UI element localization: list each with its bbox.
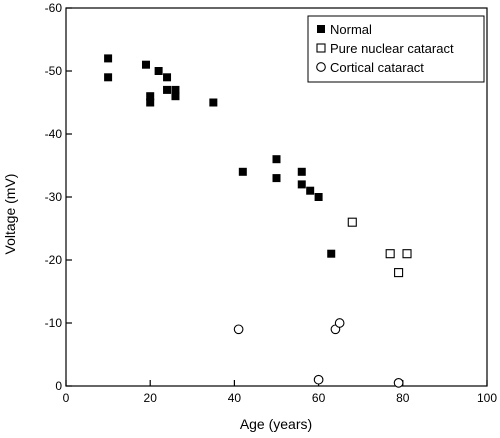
normal-point <box>146 92 155 101</box>
pure-nuclear-cataract-point <box>402 249 412 259</box>
normal-point <box>141 60 150 69</box>
x-tick-label: 100 <box>477 391 497 405</box>
normal-point <box>171 92 180 101</box>
cortical-cataract-point <box>233 324 244 335</box>
normal-point <box>154 67 163 75</box>
y-tick-label: -10 <box>45 316 63 330</box>
pure-nuclear-cataract-point <box>385 249 395 259</box>
legend-item-normal: Normal <box>317 22 372 37</box>
x-tick-label: 20 <box>144 391 158 405</box>
normal-point <box>146 98 155 107</box>
y-axis-ticks: 0 -10 -20 -30 -40 -50 -60 <box>45 1 72 393</box>
legend-marker <box>316 62 326 72</box>
cortical-cataract-point <box>313 374 324 385</box>
x-axis-title: Age (years) <box>240 416 312 432</box>
legend-marker <box>316 43 326 53</box>
normal-point <box>104 73 113 82</box>
plot-area: 0 -10 -20 -30 -40 -50 -60 0 20 40 60 80 100 <box>45 1 498 405</box>
x-tick-label: 40 <box>228 391 242 405</box>
x-tick-label: 80 <box>396 391 410 405</box>
cortical-cataract-point <box>334 318 345 328</box>
y-tick-label: -50 <box>45 64 63 78</box>
y-tick-label: -20 <box>45 253 63 267</box>
pure-nuclear-cataract-point <box>347 217 357 227</box>
normal-point <box>163 85 172 94</box>
normal-point <box>238 167 247 176</box>
pure-nuclear-cataract-point <box>394 268 404 278</box>
cortical-cataract-point <box>393 378 404 388</box>
normal-point <box>272 174 281 183</box>
x-tick-label: 0 <box>63 391 70 405</box>
normal-point <box>314 193 323 201</box>
normal-point <box>297 180 306 189</box>
y-tick-label: -60 <box>45 1 63 15</box>
legend-marker <box>317 25 325 33</box>
legend: Normal Pure nuclear cataract Cortical cata… <box>307 15 485 83</box>
legend-item-cortical-cataract: Cortical cataract <box>316 60 424 75</box>
y-tick-label: 0 <box>55 379 62 393</box>
x-tick-label: 60 <box>312 391 326 405</box>
y-tick-label: -40 <box>45 127 63 141</box>
normal-point <box>272 155 281 164</box>
normal-point <box>209 98 218 107</box>
x-axis-ticks: 0 20 40 60 80 100 <box>63 380 497 405</box>
legend-label: Normal <box>330 22 372 37</box>
legend-label: Pure nuclear cataract <box>330 41 454 56</box>
normal-point <box>306 186 315 195</box>
normal-point <box>327 249 336 258</box>
legend-item-pure-nuclear-cataract: Pure nuclear cataract <box>316 41 454 56</box>
y-tick-label: -30 <box>45 190 63 204</box>
normal-point <box>297 167 306 176</box>
data-points <box>104 54 412 388</box>
legend-label: Cortical cataract <box>330 60 424 75</box>
y-axis-title: Voltage (mV) <box>2 174 18 255</box>
normal-point <box>171 85 180 94</box>
legend-box <box>307 15 485 83</box>
normal-point <box>104 54 113 63</box>
normal-point <box>163 73 172 82</box>
